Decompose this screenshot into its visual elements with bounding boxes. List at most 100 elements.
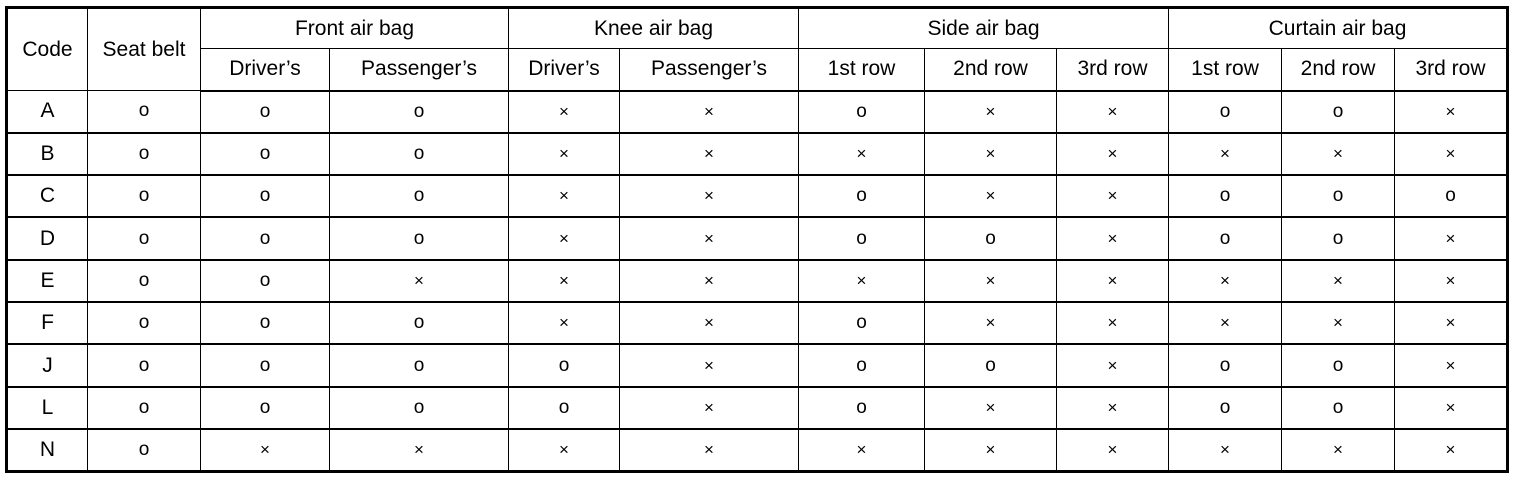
- equipped-mark: o: [329, 132, 509, 177]
- not-equipped-mark: ×: [1394, 386, 1509, 431]
- equipped-mark: o: [87, 302, 201, 346]
- equipped-mark: o: [1168, 344, 1283, 388]
- not-equipped-mark: ×: [1055, 302, 1170, 346]
- not-equipped-mark: ×: [924, 302, 1057, 346]
- not-equipped-mark: ×: [1055, 90, 1170, 134]
- code-cell: D: [6, 217, 88, 261]
- not-equipped-mark: ×: [798, 132, 925, 177]
- equipped-mark: o: [1281, 386, 1396, 431]
- airbag-equipment-table: Code Seat belt Front air bag Knee air ba…: [5, 6, 1510, 473]
- not-equipped-mark: ×: [1281, 429, 1396, 473]
- header-code: Code: [6, 7, 88, 91]
- not-equipped-mark: ×: [619, 344, 799, 388]
- equipped-mark: o: [87, 175, 201, 219]
- equipped-mark: o: [329, 90, 509, 134]
- equipped-mark: o: [1168, 90, 1283, 134]
- not-equipped-mark: ×: [619, 259, 799, 304]
- equipped-mark: o: [1394, 175, 1509, 219]
- not-equipped-mark: ×: [619, 132, 799, 177]
- subheader-curtain-1st-row: 1st row: [1168, 48, 1283, 92]
- equipped-mark: o: [200, 344, 330, 388]
- equipped-mark: o: [924, 344, 1057, 388]
- header-curtain-air-bag: Curtain air bag: [1168, 7, 1509, 49]
- code-cell: J: [6, 344, 88, 388]
- not-equipped-mark: ×: [508, 90, 620, 134]
- not-equipped-mark: ×: [619, 386, 799, 431]
- equipped-mark: o: [924, 217, 1057, 261]
- equipped-mark: o: [1168, 175, 1283, 219]
- code-cell: C: [6, 175, 88, 219]
- not-equipped-mark: ×: [924, 429, 1057, 473]
- code-cell: A: [6, 90, 88, 134]
- not-equipped-mark: ×: [924, 132, 1057, 177]
- subheader-curtain-3rd-row: 3rd row: [1394, 48, 1509, 92]
- not-equipped-mark: ×: [1281, 302, 1396, 346]
- not-equipped-mark: ×: [1394, 344, 1509, 388]
- not-equipped-mark: ×: [924, 175, 1057, 219]
- not-equipped-mark: ×: [508, 217, 620, 261]
- equipped-mark: o: [87, 90, 201, 134]
- not-equipped-mark: ×: [1168, 302, 1283, 346]
- subheader-knee-passenger: Passenger’s: [619, 48, 799, 92]
- not-equipped-mark: ×: [1055, 344, 1170, 388]
- not-equipped-mark: ×: [1394, 90, 1509, 134]
- equipped-mark: o: [200, 386, 330, 431]
- subheader-front-passenger: Passenger’s: [329, 48, 509, 92]
- not-equipped-mark: ×: [619, 429, 799, 473]
- subheader-side-1st-row: 1st row: [798, 48, 925, 92]
- equipped-mark: o: [1281, 217, 1396, 261]
- not-equipped-mark: ×: [508, 302, 620, 346]
- equipped-mark: o: [200, 217, 330, 261]
- equipped-mark: o: [87, 259, 201, 304]
- not-equipped-mark: ×: [1055, 386, 1170, 431]
- header-seat-belt: Seat belt: [87, 7, 201, 91]
- equipped-mark: o: [798, 90, 925, 134]
- not-equipped-mark: ×: [329, 259, 509, 304]
- header-side-air-bag: Side air bag: [797, 7, 1170, 49]
- equipped-mark: o: [798, 344, 925, 388]
- not-equipped-mark: ×: [924, 259, 1057, 304]
- equipped-mark: o: [1281, 90, 1396, 134]
- subheader-side-3rd-row: 3rd row: [1055, 48, 1170, 92]
- not-equipped-mark: ×: [798, 259, 925, 304]
- code-cell: N: [6, 429, 88, 473]
- header-knee-air-bag: Knee air bag: [508, 7, 799, 49]
- not-equipped-mark: ×: [1394, 302, 1509, 346]
- not-equipped-mark: ×: [200, 429, 330, 473]
- equipped-mark: o: [329, 344, 509, 388]
- equipped-mark: o: [329, 217, 509, 261]
- header-front-air-bag: Front air bag: [200, 7, 509, 49]
- not-equipped-mark: ×: [1394, 259, 1509, 304]
- equipped-mark: o: [1281, 175, 1396, 219]
- subheader-knee-driver: Driver’s: [508, 48, 620, 92]
- equipped-mark: o: [329, 386, 509, 431]
- not-equipped-mark: ×: [508, 175, 620, 219]
- equipped-mark: o: [798, 302, 925, 346]
- not-equipped-mark: ×: [1394, 132, 1509, 177]
- not-equipped-mark: ×: [1394, 217, 1509, 261]
- equipped-mark: o: [200, 132, 330, 177]
- code-cell: B: [6, 132, 88, 177]
- not-equipped-mark: ×: [619, 90, 799, 134]
- equipped-mark: o: [1168, 217, 1283, 261]
- subheader-curtain-2nd-row: 2nd row: [1281, 48, 1396, 92]
- equipped-mark: o: [87, 132, 201, 177]
- not-equipped-mark: ×: [619, 217, 799, 261]
- equipped-mark: o: [798, 217, 925, 261]
- subheader-side-2nd-row: 2nd row: [924, 48, 1057, 92]
- not-equipped-mark: ×: [924, 386, 1057, 431]
- not-equipped-mark: ×: [924, 90, 1057, 134]
- not-equipped-mark: ×: [508, 429, 620, 473]
- not-equipped-mark: ×: [1055, 217, 1170, 261]
- not-equipped-mark: ×: [1281, 259, 1396, 304]
- code-cell: L: [6, 386, 88, 431]
